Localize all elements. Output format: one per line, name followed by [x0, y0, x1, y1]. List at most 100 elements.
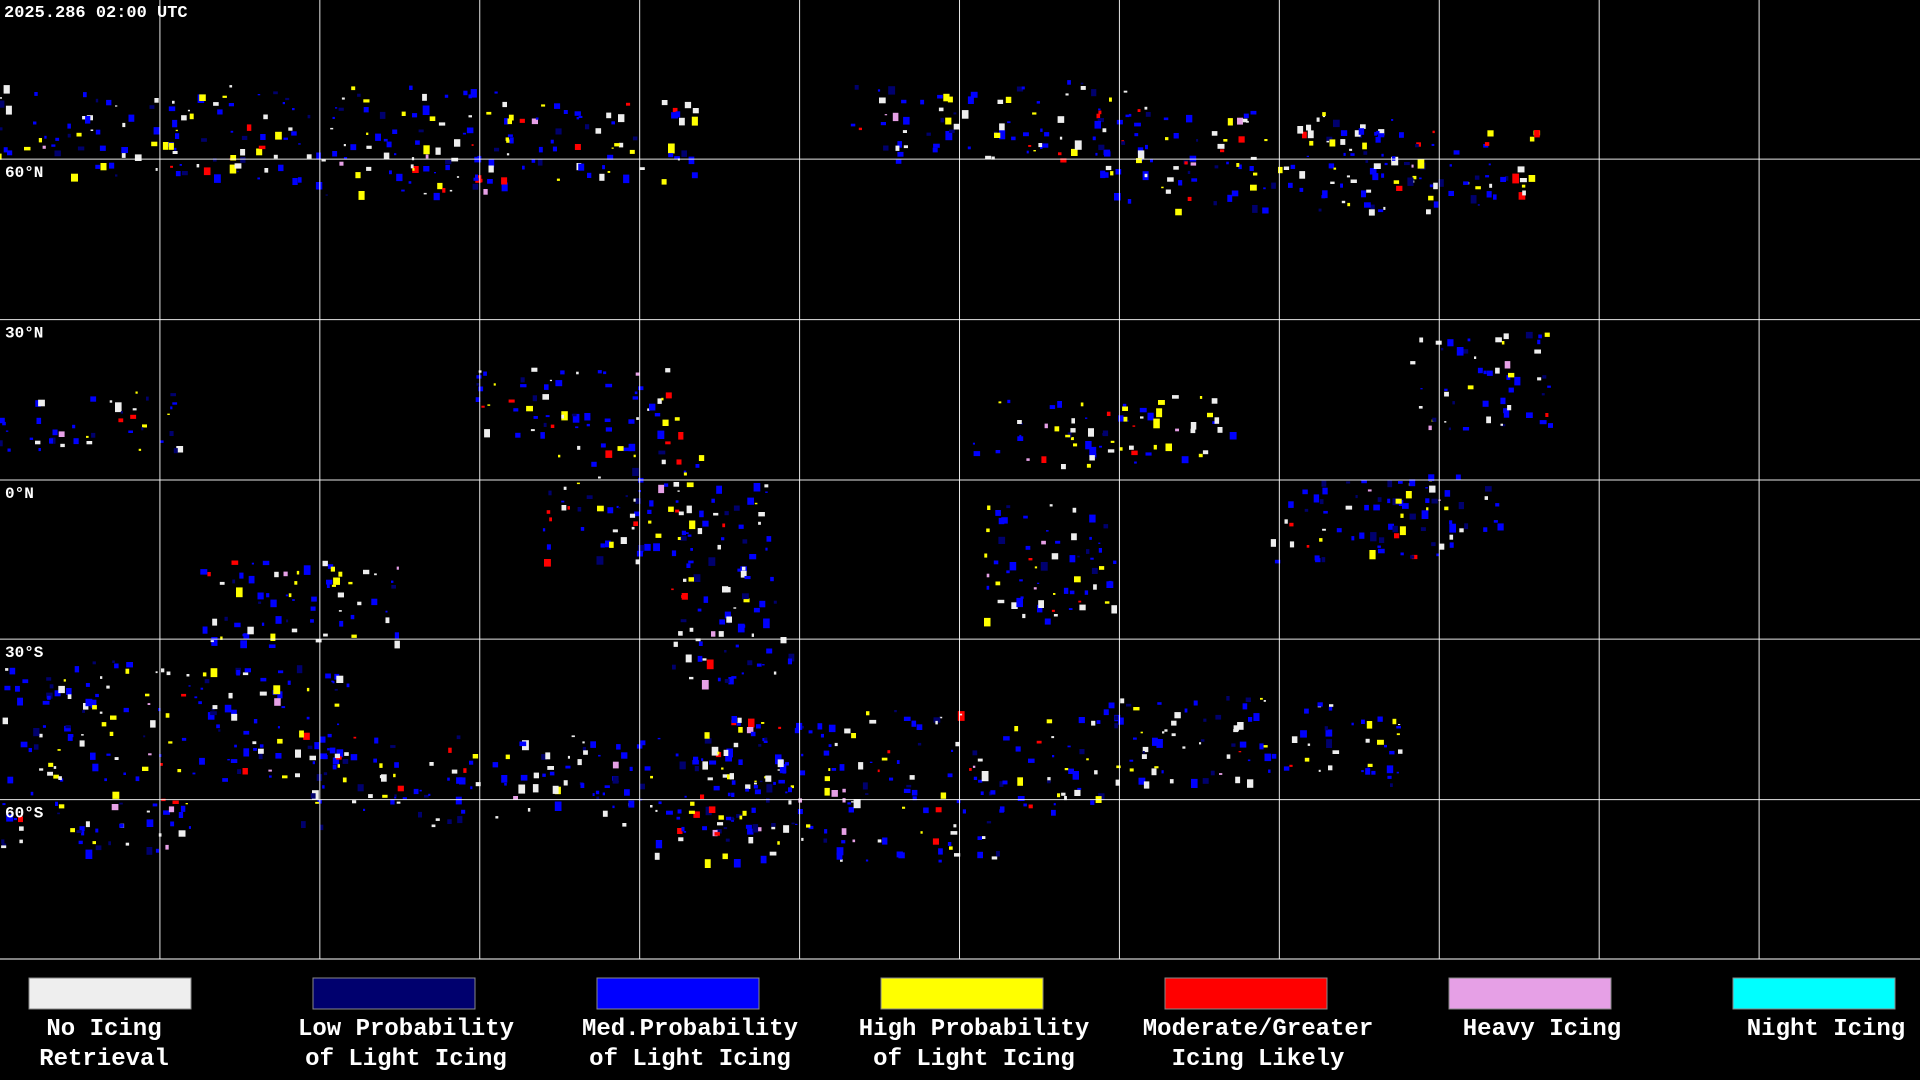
- icing-pixel: [1053, 614, 1058, 617]
- icing-pixel: [611, 147, 614, 149]
- icing-pixel: [708, 806, 716, 813]
- icing-pixel: [986, 528, 990, 533]
- icing-pixel: [1156, 739, 1163, 748]
- icing-pixel: [869, 719, 877, 724]
- icing-pixel: [1220, 149, 1225, 153]
- icing-pixel: [548, 490, 552, 496]
- icing-pixel: [292, 178, 298, 185]
- icing-pixel: [902, 130, 907, 133]
- icing-pixel: [1396, 733, 1400, 736]
- icing-pixel: [277, 691, 283, 699]
- icing-pixel: [1070, 428, 1076, 433]
- icing-pixel: [700, 794, 705, 799]
- icing-pixel: [1537, 377, 1542, 381]
- icing-pixel: [1360, 124, 1366, 129]
- icing-pixel: [788, 787, 792, 793]
- icing-pixel: [385, 617, 390, 624]
- icing-pixel: [1340, 139, 1346, 145]
- icing-pixel: [889, 777, 894, 781]
- icing-pixel: [366, 145, 372, 149]
- icing-pixel: [949, 129, 955, 133]
- icing-pixel: [1145, 112, 1151, 117]
- icing-pixel: [1094, 770, 1098, 775]
- icing-pixel: [676, 816, 681, 820]
- icing-pixel: [897, 141, 902, 148]
- icing-pixel: [95, 129, 101, 135]
- icing-pixel: [574, 144, 581, 150]
- icing-pixel: [693, 756, 699, 761]
- icing-pixel: [146, 396, 149, 401]
- icing-pixel: [602, 792, 605, 796]
- icing-pixel: [1068, 608, 1073, 610]
- icing-pixel: [689, 520, 696, 530]
- icing-pixel: [1103, 151, 1107, 154]
- icing-pixel: [1005, 96, 1012, 103]
- icing-pixel: [475, 397, 481, 402]
- icing-pixel: [101, 722, 107, 727]
- icing-pixel: [1506, 375, 1511, 380]
- icing-pixel: [544, 559, 551, 567]
- icing-pixel: [612, 761, 619, 769]
- icing-pixel: [463, 90, 468, 96]
- icing-pixel: [680, 619, 687, 623]
- icing-pixel: [658, 484, 665, 494]
- icing-pixel: [1410, 555, 1415, 559]
- icing-pixel: [445, 164, 450, 171]
- icing-pixel: [561, 414, 564, 419]
- icing-pixel: [1438, 179, 1444, 187]
- icing-pixel: [940, 117, 944, 123]
- icing-pixel: [336, 675, 344, 683]
- icing-pixel: [1411, 554, 1418, 560]
- icing-pixel: [1129, 768, 1134, 772]
- icing-pixel: [799, 770, 806, 776]
- icing-pixel: [307, 114, 311, 119]
- icing-pixel: [316, 152, 321, 160]
- icing-pixel: [723, 749, 729, 756]
- icing-pixel: [1419, 337, 1424, 343]
- icing-pixel: [5, 668, 9, 671]
- icing-pixel: [278, 670, 284, 674]
- icing-pixel: [1415, 144, 1419, 148]
- icing-pixel: [787, 658, 792, 665]
- icing-pixel: [1340, 130, 1348, 136]
- icing-pixel: [1140, 416, 1144, 419]
- icing-pixel: [1122, 403, 1127, 407]
- icing-pixel: [756, 663, 762, 667]
- legend-swatch: [1448, 977, 1612, 1010]
- icing-pixel: [1389, 750, 1395, 755]
- icing-pixel: [953, 123, 960, 130]
- icing-pixel: [735, 644, 739, 648]
- icing-pixel: [275, 753, 282, 759]
- icing-pixel: [1092, 136, 1096, 141]
- icing-pixel: [697, 655, 703, 662]
- icing-pixel: [738, 759, 743, 765]
- icing-pixel: [339, 620, 344, 627]
- icing-pixel: [494, 91, 498, 94]
- icing-pixel: [379, 111, 386, 119]
- icing-pixel: [1084, 590, 1089, 595]
- icing-pixel: [756, 827, 762, 832]
- icing-pixel: [612, 805, 615, 809]
- icing-pixel: [1089, 446, 1097, 457]
- icing-pixel: [1367, 763, 1373, 767]
- icing-pixel: [1449, 164, 1452, 167]
- icing-pixel: [681, 593, 688, 600]
- icing-pixel: [1171, 720, 1177, 726]
- icing-pixel: [322, 785, 325, 789]
- icing-pixel: [5, 105, 12, 115]
- icing-pixel: [301, 821, 306, 828]
- icing-pixel: [1377, 545, 1381, 548]
- icing-pixel: [912, 796, 917, 801]
- icing-pixel: [1452, 401, 1455, 405]
- icing-pixel: [241, 135, 248, 140]
- icing-pixel: [692, 760, 699, 765]
- icing-pixel: [781, 767, 785, 772]
- icing-pixel: [724, 511, 729, 516]
- icing-pixel: [248, 575, 255, 584]
- icing-pixel: [1500, 397, 1506, 405]
- icing-pixel: [315, 801, 319, 804]
- icing-pixel: [612, 529, 618, 533]
- icing-pixel: [218, 729, 221, 732]
- icing-pixel: [762, 664, 765, 666]
- icing-pixel: [737, 717, 742, 723]
